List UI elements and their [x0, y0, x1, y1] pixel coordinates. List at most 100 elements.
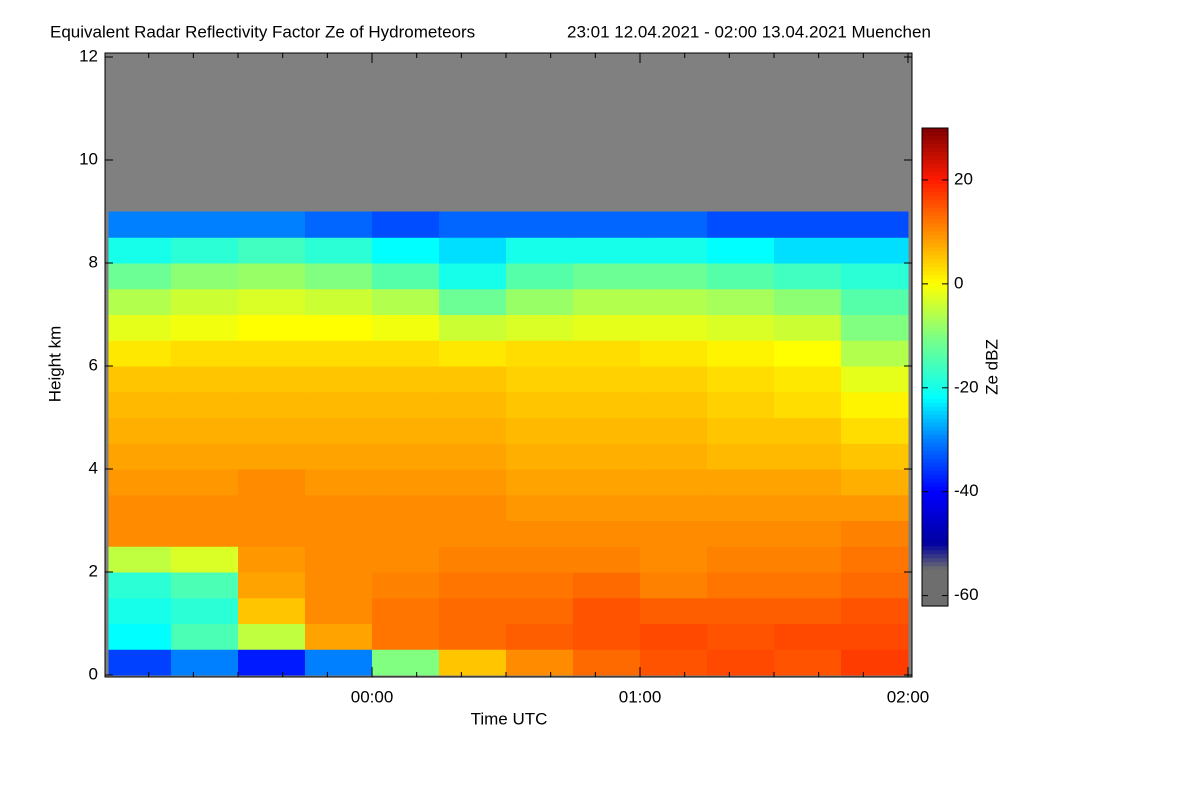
- heatmap-cell: [305, 649, 373, 676]
- colorbar-tick-label: -40: [954, 481, 979, 500]
- heatmap-cell: [439, 520, 507, 547]
- heatmap-cell: [238, 211, 306, 238]
- colorbar-step: [922, 135, 948, 141]
- heatmap-cell: [305, 391, 373, 418]
- colorbar-step: [922, 167, 948, 173]
- colorbar-step: [922, 267, 948, 272]
- colorbar-step: [922, 562, 948, 567]
- colorbar-step: [922, 386, 948, 392]
- heatmap-cell: [439, 417, 507, 444]
- heatmap-cell: [305, 443, 373, 470]
- colorbar-step: [922, 143, 948, 149]
- heatmap-cell: [841, 211, 909, 238]
- heatmap-cell: [707, 623, 775, 650]
- heatmap-cell: [573, 237, 641, 264]
- colorbar-step: [922, 574, 948, 579]
- colorbar-step: [922, 239, 948, 245]
- heatmap-cell: [573, 520, 641, 547]
- heatmap-cell: [305, 546, 373, 573]
- heatmap-cell: [573, 546, 641, 573]
- colorbar-step: [922, 283, 948, 288]
- y-tick-label: 8: [89, 252, 98, 271]
- heatmap-cell: [841, 391, 909, 418]
- heatmap-cell: [640, 443, 708, 470]
- colorbar-step: [922, 418, 948, 424]
- heatmap-cell: [707, 263, 775, 290]
- heatmap-cell: [171, 366, 239, 393]
- heatmap-cell: [841, 494, 909, 521]
- heatmap-cell: [108, 649, 172, 676]
- heatmap-cell: [573, 597, 641, 624]
- heatmap-cell: [707, 366, 775, 393]
- colorbar-step: [922, 578, 948, 583]
- colorbar-frame: [921, 127, 949, 607]
- colorbar-step: [922, 374, 948, 380]
- colorbar-step: [922, 450, 948, 456]
- colorbar-step: [922, 514, 948, 519]
- colorbar-step: [922, 179, 948, 185]
- heatmap-cell: [774, 340, 842, 367]
- heatmap-cell: [640, 366, 708, 393]
- heatmap-cell: [707, 417, 775, 444]
- heatmap-cell: [439, 288, 507, 315]
- colorbar-tick-label: 0: [954, 273, 963, 292]
- heatmap-cell: [506, 546, 574, 573]
- heatmap-cell: [573, 649, 641, 676]
- heatmap-cell: [439, 623, 507, 650]
- colorbar-step: [922, 474, 948, 480]
- colorbar-step: [922, 426, 948, 432]
- heatmap-cell: [305, 288, 373, 315]
- colorbar-step: [922, 518, 948, 523]
- colorbar-step: [922, 219, 948, 225]
- heatmap-cell: [573, 288, 641, 315]
- colorbar-step: [922, 223, 948, 229]
- x-axis-label: Time UTC: [471, 709, 548, 728]
- heatmap-cell: [171, 314, 239, 341]
- colorbar-step: [922, 526, 948, 531]
- heatmap-cell: [841, 572, 909, 599]
- heatmap-cell: [238, 572, 306, 599]
- colorbar-step: [922, 155, 948, 161]
- heatmap-cell: [774, 520, 842, 547]
- heatmap-cell: [640, 237, 708, 264]
- colorbar-step: [922, 430, 948, 436]
- heatmap-cell: [707, 288, 775, 315]
- colorbar-step: [922, 538, 948, 543]
- heatmap-cell: [573, 314, 641, 341]
- heatmap-cell: [108, 340, 172, 367]
- colorbar-step: [922, 235, 948, 241]
- heatmap-cell: [707, 572, 775, 599]
- heatmap-cell: [707, 314, 775, 341]
- heatmap-cell: [841, 623, 909, 650]
- colorbar-step: [922, 402, 948, 408]
- heatmap-cell: [439, 263, 507, 290]
- heatmap-cell: [372, 649, 440, 676]
- heatmap-cell: [506, 417, 574, 444]
- colorbar-step: [922, 586, 948, 591]
- heatmap-cell: [640, 314, 708, 341]
- heatmap-cell: [573, 623, 641, 650]
- heatmap-cell: [439, 494, 507, 521]
- heatmap-cell: [439, 237, 507, 264]
- colorbar-step: [922, 363, 948, 368]
- colorbar-step: [922, 414, 948, 420]
- heatmap-cell: [439, 314, 507, 341]
- heatmap-cell: [171, 443, 239, 470]
- colorbar-step: [922, 207, 948, 213]
- heatmap-cell: [774, 443, 842, 470]
- heatmap-cell: [439, 391, 507, 418]
- heatmap-cell: [305, 263, 373, 290]
- colorbar-step: [922, 159, 948, 165]
- x-tick-label: 02:00: [887, 687, 930, 706]
- heatmap-cell: [707, 340, 775, 367]
- colorbar-tick-label: -60: [954, 585, 979, 604]
- heatmap-cell: [640, 623, 708, 650]
- heatmap-cell: [238, 288, 306, 315]
- colorbar-step: [922, 175, 948, 181]
- heatmap-cell: [305, 237, 373, 264]
- heatmap-cell: [841, 417, 909, 444]
- heatmap-cell: [640, 520, 708, 547]
- heatmap-cell: [372, 520, 440, 547]
- colorbar-step: [922, 327, 948, 332]
